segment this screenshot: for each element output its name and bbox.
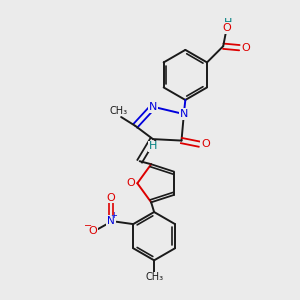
- Text: O: O: [242, 43, 250, 53]
- Text: O: O: [107, 193, 116, 202]
- Text: H: H: [149, 142, 157, 152]
- Text: N: N: [149, 102, 157, 112]
- Text: O: O: [127, 178, 135, 188]
- Text: O: O: [88, 226, 97, 236]
- Text: N: N: [180, 109, 188, 119]
- Text: O: O: [201, 139, 210, 149]
- Text: −: −: [84, 221, 92, 231]
- Text: H: H: [224, 18, 232, 28]
- Text: CH₃: CH₃: [109, 106, 127, 116]
- Text: O: O: [222, 23, 231, 33]
- Text: CH₃: CH₃: [145, 272, 163, 282]
- Text: +: +: [111, 212, 118, 220]
- Text: N: N: [107, 216, 115, 226]
